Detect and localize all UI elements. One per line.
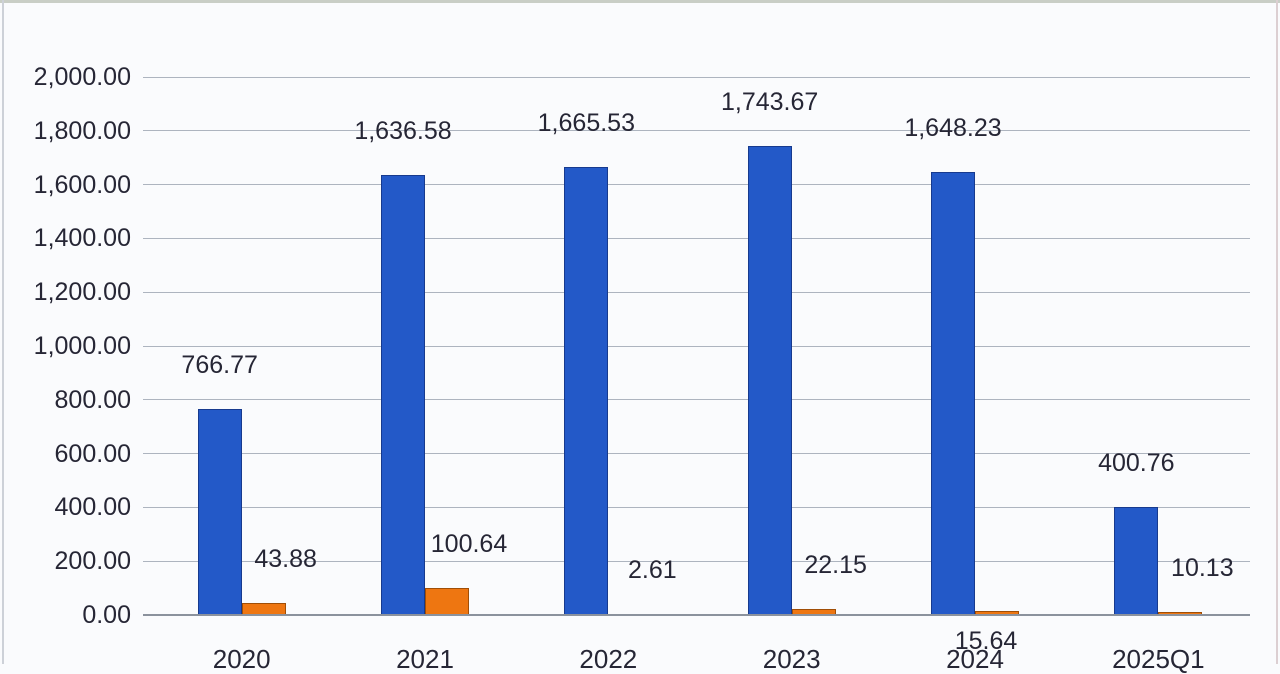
x-axis-line <box>143 614 1250 616</box>
y-axis-label: 1,600.00 <box>33 170 131 199</box>
gridline <box>143 291 1250 293</box>
y-axis-label: 200.00 <box>54 547 131 576</box>
y-axis-label: 1,800.00 <box>33 116 131 145</box>
frame-right-edge <box>1276 0 1278 664</box>
x-axis-label: 2023 <box>762 644 821 674</box>
frame-top-edge <box>0 0 1280 3</box>
bar-orange-series-2021 <box>425 587 469 615</box>
y-axis-label: 800.00 <box>54 385 131 414</box>
data-label-orange-series-2020: 43.88 <box>254 545 317 574</box>
bar-blue-series-2022 <box>564 166 609 615</box>
y-axis-label: 0.00 <box>82 601 131 629</box>
y-axis-label: 1,400.00 <box>33 224 131 253</box>
x-axis-label: 2024 <box>946 644 1004 674</box>
data-label-blue-series-2024: 1,648.23 <box>904 113 1002 142</box>
gridline <box>143 506 1250 508</box>
gridline <box>143 560 1250 562</box>
y-axis-label: 1,200.00 <box>33 278 131 307</box>
x-axis-label: 2021 <box>396 644 454 674</box>
frame-left-edge <box>2 0 4 664</box>
data-label-blue-series-2020: 766.77 <box>181 350 258 379</box>
data-label-blue-series-2025Q1: 400.76 <box>1098 449 1175 478</box>
gridline <box>143 345 1250 347</box>
data-label-orange-series-2021: 100.64 <box>430 529 508 558</box>
data-label-blue-series-2023: 1,743.67 <box>720 87 819 116</box>
gridline <box>143 184 1250 186</box>
data-label-blue-series-2021: 1,636.58 <box>354 116 452 145</box>
gridline <box>143 453 1250 455</box>
bar-blue-series-2021 <box>381 174 425 615</box>
gridline <box>143 399 1250 401</box>
bar-blue-series-2023 <box>747 145 792 615</box>
data-label-orange-series-2022: 2.61 <box>627 556 677 585</box>
gridline <box>143 130 1250 132</box>
gridline <box>143 76 1250 78</box>
x-axis-label: 2022 <box>579 644 638 674</box>
gridline <box>143 237 1250 239</box>
x-axis-label: 2020 <box>212 644 271 674</box>
data-label-orange-series-2023: 22.15 <box>804 551 867 580</box>
data-label-orange-series-2025Q1: 10.13 <box>1171 554 1234 583</box>
y-axis-label: 2,000.00 <box>33 63 131 91</box>
data-label-blue-series-2022: 1,665.53 <box>537 108 635 137</box>
x-axis-label: 2025Q1 <box>1112 644 1205 674</box>
y-axis-label: 600.00 <box>54 439 131 468</box>
y-axis-label: 400.00 <box>54 493 131 522</box>
data-label-orange-series-2024: 15.64 <box>954 627 1018 655</box>
bar-blue-series-2025Q1 <box>1114 507 1159 615</box>
y-axis-label: 1,000.00 <box>33 332 131 360</box>
bar-blue-series-2020 <box>197 408 242 615</box>
bar-blue-series-2024 <box>931 171 975 615</box>
